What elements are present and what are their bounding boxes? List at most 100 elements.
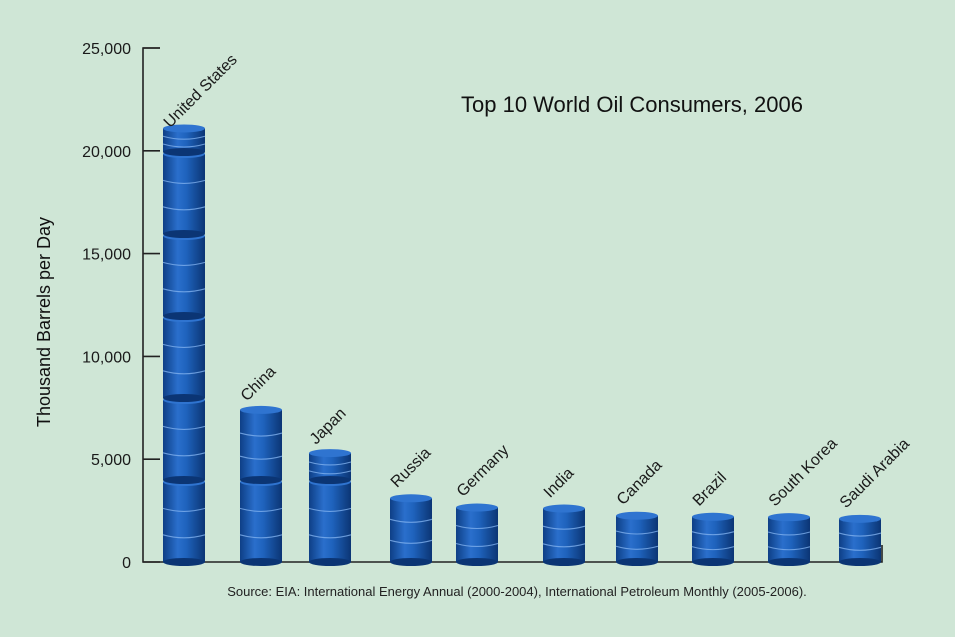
y-tick-label: 25,000 xyxy=(82,41,131,58)
barrel-hoop xyxy=(162,534,206,539)
category-label: Brazil xyxy=(690,469,730,509)
y-ticks: 0 5,000 10,000 15,000 20,000 25,000 xyxy=(82,41,160,572)
barrel-body xyxy=(163,400,205,480)
barrel-body xyxy=(309,453,351,480)
barrel-hoop xyxy=(162,343,206,348)
barrel-bottom xyxy=(309,558,351,566)
barrel-hoop xyxy=(162,507,206,512)
category-label: Russia xyxy=(388,444,435,491)
barrel-bottom xyxy=(240,558,282,566)
y-tick-label: 0 xyxy=(122,555,131,572)
barrel-hoop xyxy=(162,288,206,293)
barrel-body xyxy=(839,518,881,562)
barrel-top xyxy=(163,124,205,133)
barrel-hoop xyxy=(162,143,206,148)
barrel-bottom xyxy=(692,558,734,566)
y-tick-label: 15,000 xyxy=(82,247,131,264)
bar-brazil xyxy=(691,512,735,566)
barrel-hoop xyxy=(455,524,499,530)
barrel-top xyxy=(839,514,881,523)
barrel-hoop xyxy=(389,518,433,523)
barrel-bottom xyxy=(543,558,585,566)
barrel-top xyxy=(616,511,658,520)
barrel-top xyxy=(456,503,498,512)
y-tick-label: 20,000 xyxy=(82,144,131,161)
y-axis-label: Thousand Barrels per Day xyxy=(34,217,54,427)
barrel-hoop xyxy=(542,525,586,530)
barrel-hoop xyxy=(308,461,352,466)
barrel-hoop xyxy=(691,531,735,536)
barrel-bottom xyxy=(309,476,351,484)
y-tick-label: 10,000 xyxy=(82,349,131,366)
barrel-hoop xyxy=(162,452,206,457)
barrel-body xyxy=(240,409,282,480)
barrel-hoop xyxy=(162,179,206,184)
barrel-bottom xyxy=(616,558,658,566)
barrel-hoop xyxy=(162,261,206,266)
barrel-hoop xyxy=(308,534,352,539)
barrel-bottom xyxy=(768,558,810,566)
barrel-bottom xyxy=(839,558,881,566)
category-label: Germany xyxy=(454,442,513,501)
chart-title: Top 10 World Oil Consumers, 2006 xyxy=(461,92,803,117)
bar-china xyxy=(239,405,283,566)
barrel-body xyxy=(768,517,810,562)
source-note: Source: EIA: International Energy Annual… xyxy=(227,584,807,599)
barrel-hoop xyxy=(767,546,811,551)
barrel-bottom xyxy=(163,394,205,402)
barrel-body xyxy=(456,507,498,562)
barrel-body xyxy=(543,508,585,562)
category-label: United States xyxy=(161,51,241,131)
barrel-top xyxy=(692,512,734,521)
barrel-bottom xyxy=(163,230,205,238)
barrel-top xyxy=(543,504,585,513)
barrel-bottom xyxy=(456,558,498,566)
barrel-hoop xyxy=(767,531,811,536)
barrel-bottom xyxy=(163,148,205,156)
barrel-bottom xyxy=(163,558,205,566)
bars xyxy=(162,124,882,566)
bar-germany xyxy=(455,503,499,566)
barrel-hoop xyxy=(162,206,206,211)
barrel-hoop xyxy=(455,542,499,548)
y-tick-label: 5,000 xyxy=(91,452,131,469)
barrel-bottom xyxy=(240,476,282,484)
barrel-top xyxy=(240,405,282,414)
category-label: South Korea xyxy=(766,435,841,510)
barrel-body xyxy=(616,515,658,562)
barrel-top xyxy=(768,513,810,522)
barrel-hoop xyxy=(162,135,206,140)
barrel-body xyxy=(163,318,205,398)
barrel-hoop xyxy=(239,432,283,437)
barrel-hoop xyxy=(838,532,882,537)
barrel-hoop xyxy=(615,530,659,535)
barrel-body xyxy=(163,154,205,234)
barrel-hoop xyxy=(691,546,735,551)
barrel-hoop xyxy=(162,370,206,375)
barrel-hoop xyxy=(308,507,352,512)
category-label: China xyxy=(238,363,280,405)
category-label: Japan xyxy=(307,405,350,448)
bar-russia xyxy=(389,494,433,566)
barrel-body xyxy=(309,482,351,562)
barrel-bottom xyxy=(163,476,205,484)
barrel-body xyxy=(163,482,205,562)
category-label: India xyxy=(541,465,578,502)
barrel-body xyxy=(390,498,432,562)
bar-japan xyxy=(308,449,352,566)
barrel-hoop xyxy=(162,425,206,430)
barrel-hoop xyxy=(239,534,283,539)
barrel-body xyxy=(240,482,282,562)
barrel-hoop xyxy=(239,455,283,460)
bar-india xyxy=(542,504,586,566)
barrel-bottom xyxy=(163,312,205,320)
barrel-top xyxy=(309,449,351,458)
barrel-bottom xyxy=(390,558,432,566)
barrel-hoop xyxy=(239,507,283,512)
barrel-hoop xyxy=(542,543,586,548)
barrel-hoop xyxy=(615,545,659,550)
bar-south-korea xyxy=(767,513,811,566)
bar-saudi-arabia xyxy=(838,514,882,566)
